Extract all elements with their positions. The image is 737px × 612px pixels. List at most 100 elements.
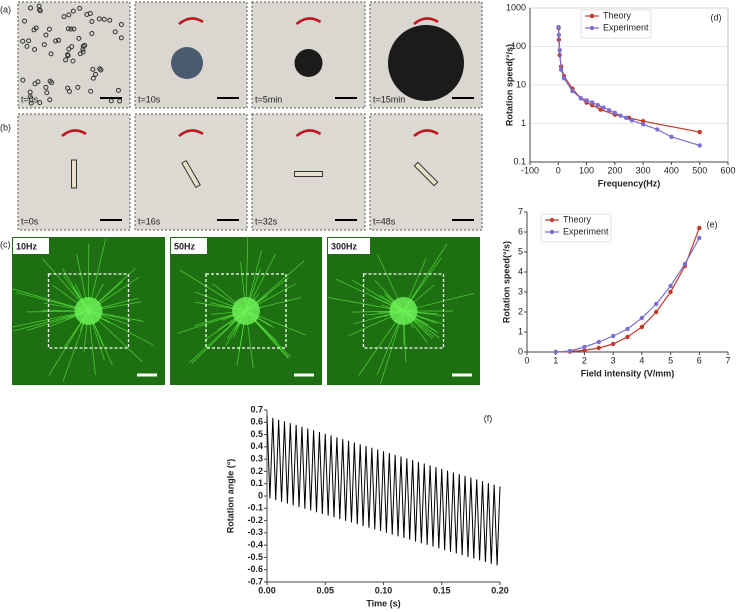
- data-point: [582, 344, 587, 350]
- data-point: [612, 110, 618, 115]
- data-point: [590, 100, 595, 105]
- y-tick-label: 0.6: [250, 417, 263, 427]
- series-line: [555, 227, 700, 353]
- data-point: [655, 127, 660, 132]
- roi-box: [362, 273, 445, 349]
- x-tick-label: 0.15: [433, 585, 451, 595]
- particle: [27, 94, 33, 100]
- data-point: [607, 108, 612, 113]
- data-point: [668, 289, 673, 295]
- frequency-caption: 300Hz: [331, 241, 358, 251]
- x-tick-label: 100: [579, 165, 594, 175]
- x-tick-label: 400: [664, 165, 679, 175]
- core: [389, 297, 418, 325]
- particle: [90, 75, 96, 81]
- data-point: [640, 122, 646, 127]
- particle: [41, 42, 47, 48]
- y-tick-label: -0.1: [247, 503, 263, 513]
- x-tick-label: 4: [639, 355, 644, 365]
- y-axis-label: Rotation angle (°): [225, 459, 235, 534]
- particle: [66, 88, 72, 94]
- y-tick-label: 0.1: [513, 156, 526, 166]
- data-point: [697, 143, 702, 148]
- rotation-arrow: [178, 129, 204, 137]
- rod: [71, 159, 77, 189]
- particle: [32, 47, 38, 53]
- series-line: [266, 416, 501, 566]
- data-point: [578, 96, 584, 101]
- panel-label: (b): [0, 122, 11, 132]
- particle: [36, 3, 42, 9]
- y-tick-label: 3: [518, 286, 523, 296]
- y-tick-label: 6: [518, 226, 523, 236]
- data-point: [639, 315, 645, 321]
- y-tick-label: 0.7: [250, 404, 263, 414]
- cluster: [388, 25, 464, 101]
- particle: [89, 18, 95, 24]
- particle: [33, 25, 39, 31]
- particle: [118, 22, 124, 28]
- rotation-arrow: [295, 129, 322, 137]
- data-point: [625, 334, 630, 340]
- x-tick-label: 1: [553, 355, 558, 365]
- x-tick-label: 0.05: [316, 585, 334, 595]
- particle: [70, 58, 76, 64]
- data-point: [596, 339, 601, 345]
- particle: [80, 46, 86, 52]
- particle: [56, 37, 62, 43]
- particle: [43, 84, 49, 90]
- rotation-arrow: [413, 129, 439, 137]
- x-tick-label: 6: [697, 355, 702, 365]
- cluster: [171, 47, 203, 79]
- rotation-arrow: [178, 17, 204, 25]
- particle: [77, 5, 83, 11]
- y-tick-label: 0: [518, 346, 523, 356]
- data-point: [595, 102, 601, 108]
- y-tick-label: 5: [518, 246, 523, 256]
- particle: [115, 87, 121, 93]
- particle: [71, 26, 77, 32]
- particle: [53, 38, 59, 44]
- x-tick-label: 600: [720, 165, 735, 175]
- y-tick-label: 100: [511, 41, 526, 51]
- y-tick-label: 0.3: [250, 454, 263, 464]
- time-caption: t=5min: [255, 94, 282, 104]
- rod: [413, 161, 439, 187]
- particle: [68, 26, 74, 32]
- data-point: [582, 348, 587, 353]
- x-tick-label: 0: [524, 355, 529, 365]
- particle: [44, 90, 50, 96]
- frequency-caption: 10Hz: [16, 241, 38, 251]
- particle: [107, 17, 113, 23]
- data-point: [567, 348, 573, 354]
- time-caption: t=32s: [255, 216, 278, 226]
- data-point: [697, 235, 702, 241]
- legend-label: Experiment: [603, 22, 649, 32]
- particle: [88, 88, 94, 94]
- x-tick-label: -100: [521, 165, 539, 175]
- data-point: [639, 324, 645, 330]
- y-tick-label: 7: [518, 206, 523, 216]
- legend-label: Theory: [563, 214, 592, 224]
- particle: [76, 35, 82, 41]
- particle: [69, 44, 75, 50]
- x-tick-label: 7: [725, 355, 730, 365]
- panel-label: (f): [484, 413, 493, 423]
- y-tick-label: 0.4: [250, 441, 263, 451]
- panel-label: (d): [711, 12, 722, 22]
- core: [74, 297, 103, 325]
- time-caption: t=10s: [138, 94, 161, 104]
- data-point: [640, 118, 646, 124]
- data-point: [584, 98, 589, 103]
- particle: [43, 32, 49, 38]
- time-caption: t=15min: [373, 94, 405, 104]
- y-tick-label: -0.7: [247, 576, 263, 586]
- x-tick-label: 500: [692, 165, 707, 175]
- caption-box: [171, 238, 207, 254]
- legend-label: Experiment: [563, 226, 609, 236]
- particle: [61, 14, 67, 20]
- particle: [26, 38, 32, 44]
- y-tick-label: 1000: [506, 2, 526, 12]
- x-tick-label: 0.10: [375, 585, 393, 595]
- data-point: [601, 105, 606, 110]
